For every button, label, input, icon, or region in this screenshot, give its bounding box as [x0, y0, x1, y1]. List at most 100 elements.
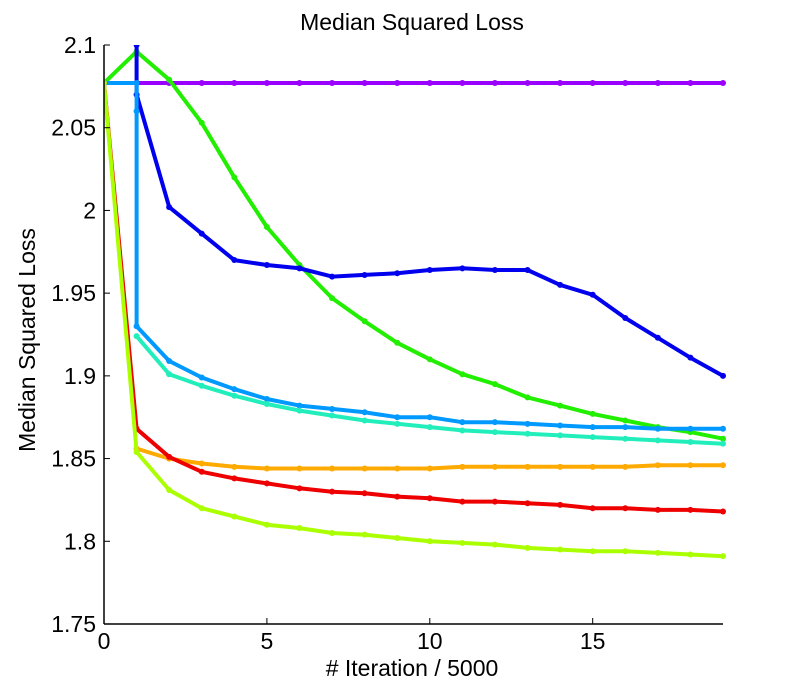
data-point [231, 513, 238, 520]
data-point [361, 318, 368, 325]
data-point [329, 530, 336, 537]
data-point [394, 534, 401, 541]
series-line-sky-blue [104, 81, 723, 431]
data-point [361, 271, 368, 278]
data-point [426, 424, 433, 431]
data-point [622, 463, 629, 470]
axes [103, 45, 723, 625]
data-point [133, 333, 140, 340]
data-point [133, 108, 140, 115]
data-point [524, 544, 531, 551]
y-tick-label: 2.1 [64, 32, 96, 58]
data-point [491, 80, 498, 87]
data-point [394, 420, 401, 427]
data-point [491, 381, 498, 388]
data-point [263, 223, 270, 230]
data-point [720, 508, 726, 515]
series-layer [104, 45, 726, 560]
data-point [622, 80, 629, 87]
series-sky-blue [104, 80, 726, 432]
data-point [654, 334, 661, 341]
data-point [589, 548, 596, 555]
data-point [557, 281, 564, 288]
data-point [687, 551, 694, 558]
series-purple [104, 80, 726, 87]
data-point [361, 531, 368, 538]
data-point [589, 424, 596, 431]
data-point [491, 266, 498, 273]
data-point [459, 539, 466, 546]
data-point [426, 465, 433, 472]
data-point [687, 506, 694, 513]
data-point [720, 435, 726, 442]
data-point [361, 417, 368, 424]
data-point [654, 462, 661, 469]
data-point [329, 412, 336, 419]
data-point [589, 291, 596, 298]
data-point [720, 80, 726, 87]
data-point [361, 490, 368, 497]
data-point [524, 420, 531, 427]
x-axis-label: # Iteration / 5000 [326, 655, 499, 681]
data-point [622, 314, 629, 321]
y-tick-label: 1.9 [64, 363, 96, 389]
data-point [557, 422, 564, 429]
data-point [296, 265, 303, 272]
series-blue [133, 45, 726, 379]
data-point [687, 439, 694, 446]
data-point [394, 465, 401, 472]
data-point [459, 498, 466, 505]
data-point [166, 357, 173, 364]
data-point [296, 465, 303, 472]
data-point [720, 553, 726, 560]
data-point [394, 414, 401, 421]
data-point [329, 273, 336, 280]
y-axis-label: Median Squared Loss [14, 228, 40, 452]
data-point [557, 80, 564, 87]
data-point [198, 119, 205, 126]
data-point [394, 493, 401, 500]
data-point [394, 339, 401, 346]
data-point [654, 506, 661, 513]
y-tick-label: 1.8 [64, 528, 96, 554]
data-point [491, 429, 498, 436]
data-point [524, 394, 531, 401]
series-yellow-green [104, 80, 726, 560]
data-point [687, 462, 694, 469]
data-point [524, 266, 531, 273]
data-point [622, 435, 629, 442]
data-point [263, 262, 270, 269]
data-point [329, 295, 336, 302]
data-point [133, 448, 140, 455]
data-point [524, 463, 531, 470]
data-point [361, 409, 368, 416]
data-point [198, 382, 205, 389]
data-point [491, 419, 498, 426]
data-point [198, 80, 205, 87]
data-point [524, 500, 531, 507]
data-point [654, 549, 661, 556]
data-point [133, 80, 140, 87]
data-point [654, 425, 661, 432]
data-point [329, 488, 336, 495]
data-point [231, 80, 238, 87]
data-point [198, 230, 205, 237]
data-point [654, 80, 661, 87]
data-point [231, 386, 238, 393]
data-point [133, 323, 140, 330]
data-point [426, 356, 433, 363]
data-point [589, 434, 596, 441]
data-point [687, 354, 694, 361]
data-point [459, 463, 466, 470]
data-point [720, 462, 726, 469]
data-point [589, 80, 596, 87]
data-point [720, 440, 726, 447]
data-point [166, 487, 173, 494]
data-point [361, 80, 368, 87]
y-tick-label: 1.85 [51, 446, 96, 472]
x-tick-label: 5 [260, 628, 273, 654]
series-line-blue [134, 45, 724, 378]
data-point [296, 402, 303, 409]
data-point [720, 372, 726, 379]
data-point [198, 460, 205, 467]
